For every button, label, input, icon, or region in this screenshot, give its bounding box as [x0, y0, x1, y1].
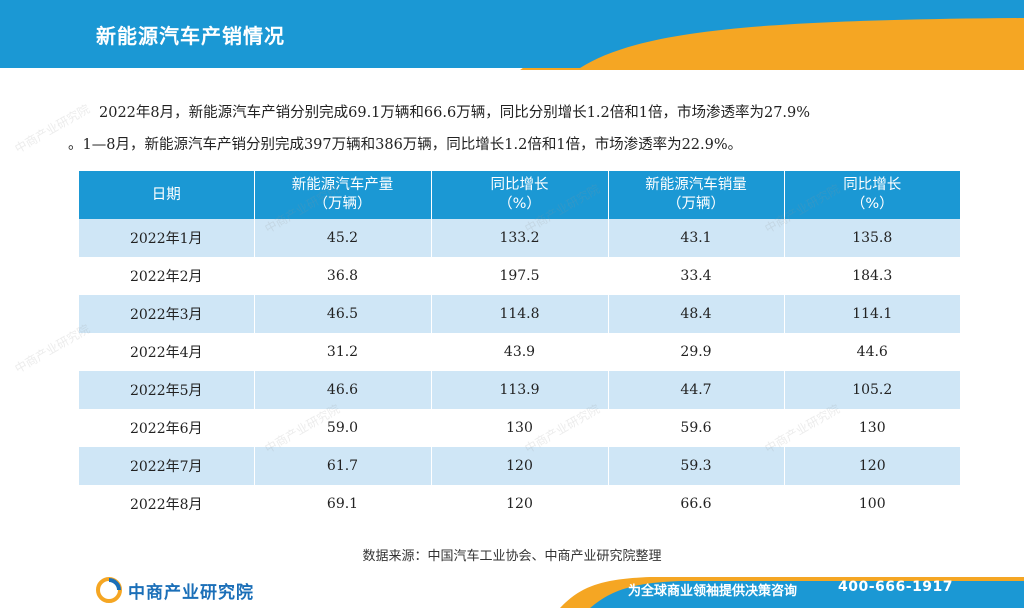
cell-sales-yoy: 184.3: [784, 257, 960, 295]
table-row: 2022年5月 46.6 113.9 44.7 105.2: [79, 371, 960, 409]
cell-date: 2022年3月: [79, 295, 255, 333]
footer-phone: 400-666-1917: [838, 579, 954, 595]
cell-production-yoy: 133.2: [431, 219, 609, 257]
cell-date: 2022年4月: [79, 333, 255, 371]
cell-sales: 66.6: [608, 485, 785, 523]
cell-production: 61.7: [254, 447, 432, 485]
table-row: 2022年7月 61.7 120 59.3 120: [79, 447, 960, 485]
table-header-row: 日期 新能源汽车产量 （万辆） 同比增长 （%） 新能源汽车销量 （万辆） 同比增长（…: [79, 171, 960, 219]
cell-date: 2022年8月: [79, 485, 255, 523]
cell-date: 2022年7月: [79, 447, 255, 485]
column-header-date: 日期: [79, 171, 255, 219]
table-row: 2022年4月 31.2 43.9 29.9 44.6: [79, 333, 960, 371]
cell-production-yoy: 43.9: [431, 333, 609, 371]
cell-production: 36.8: [254, 257, 432, 295]
summary-paragraph: 2022年8月，新能源汽车产销分别完成69.1万辆和66.6万辆，同比分别增长1…: [68, 97, 968, 161]
cell-date: 2022年2月: [79, 257, 255, 295]
company-logo-icon: [96, 577, 122, 603]
cell-production-yoy: 114.8: [431, 295, 609, 333]
header-background-shape: [0, 0, 1024, 70]
summary-line-1: 2022年8月，新能源汽车产销分别完成69.1万辆和66.6万辆，同比分别增长1…: [99, 105, 811, 121]
cell-production-yoy: 197.5: [431, 257, 609, 295]
cell-sales: 43.1: [608, 219, 785, 257]
cell-sales-yoy: 114.1: [784, 295, 960, 333]
cell-sales-yoy: 100: [784, 485, 960, 523]
cell-sales: 59.3: [608, 447, 785, 485]
cell-date: 2022年6月: [79, 409, 255, 447]
cell-production-yoy: 120: [431, 485, 609, 523]
cell-production-yoy: 113.9: [431, 371, 609, 409]
footer-banner: [0, 573, 1024, 608]
cell-production: 59.0: [254, 409, 432, 447]
column-header-sales-yoy: 同比增长 （%）: [784, 171, 960, 219]
company-logo-text: 中商产业研究院: [128, 582, 254, 603]
cell-sales-yoy: 135.8: [784, 219, 960, 257]
table-row: 2022年3月 46.5 114.8 48.4 114.1: [79, 295, 960, 333]
summary-line-2: 。1—8月，新能源汽车产销分别完成397万辆和386万辆，同比增长1.2倍和1倍…: [68, 137, 743, 153]
table-row: 2022年2月 36.8 197.5 33.4 184.3: [79, 257, 960, 295]
cell-sales: 44.7: [608, 371, 785, 409]
cell-sales-yoy: 120: [784, 447, 960, 485]
cell-sales: 48.4: [608, 295, 785, 333]
cell-production: 46.6: [254, 371, 432, 409]
table-row: 2022年8月 69.1 120 66.6 100: [79, 485, 960, 523]
cell-date: 2022年5月: [79, 371, 255, 409]
footer-logo: 中商产业研究院: [96, 577, 254, 603]
cell-sales: 33.4: [608, 257, 785, 295]
page-title: 新能源汽车产销情况: [96, 24, 285, 48]
cell-production-yoy: 120: [431, 447, 609, 485]
cell-production: 46.5: [254, 295, 432, 333]
cell-sales: 59.6: [608, 409, 785, 447]
cell-sales-yoy: 44.6: [784, 333, 960, 371]
column-header-production-yoy: 同比增长 （%）: [431, 171, 609, 219]
cell-sales: 29.9: [608, 333, 785, 371]
cell-production: 45.2: [254, 219, 432, 257]
table-row: 2022年1月 45.2 133.2 43.1 135.8: [79, 219, 960, 257]
table-row: 2022年6月 59.0 130 59.6 130: [79, 409, 960, 447]
cell-production: 69.1: [254, 485, 432, 523]
cell-date: 2022年1月: [79, 219, 255, 257]
column-header-production: 新能源汽车产量 （万辆）: [254, 171, 432, 219]
data-source-note: 数据来源：中国汽车工业协会、中商产业研究院整理: [362, 549, 662, 564]
header-banner: 新能源汽车产销情况: [0, 0, 1024, 70]
cell-production: 31.2: [254, 333, 432, 371]
footer-background-shape: [0, 573, 1024, 608]
column-header-sales: 新能源汽车销量 （万辆）: [608, 171, 785, 219]
cell-sales-yoy: 130: [784, 409, 960, 447]
footer-slogan: 为全球商业领袖提供决策咨询: [628, 584, 798, 599]
cell-production-yoy: 130: [431, 409, 609, 447]
cell-sales-yoy: 105.2: [784, 371, 960, 409]
nev-production-sales-table: 日期 新能源汽车产量 （万辆） 同比增长 （%） 新能源汽车销量 （万辆） 同比增长（…: [79, 171, 960, 523]
